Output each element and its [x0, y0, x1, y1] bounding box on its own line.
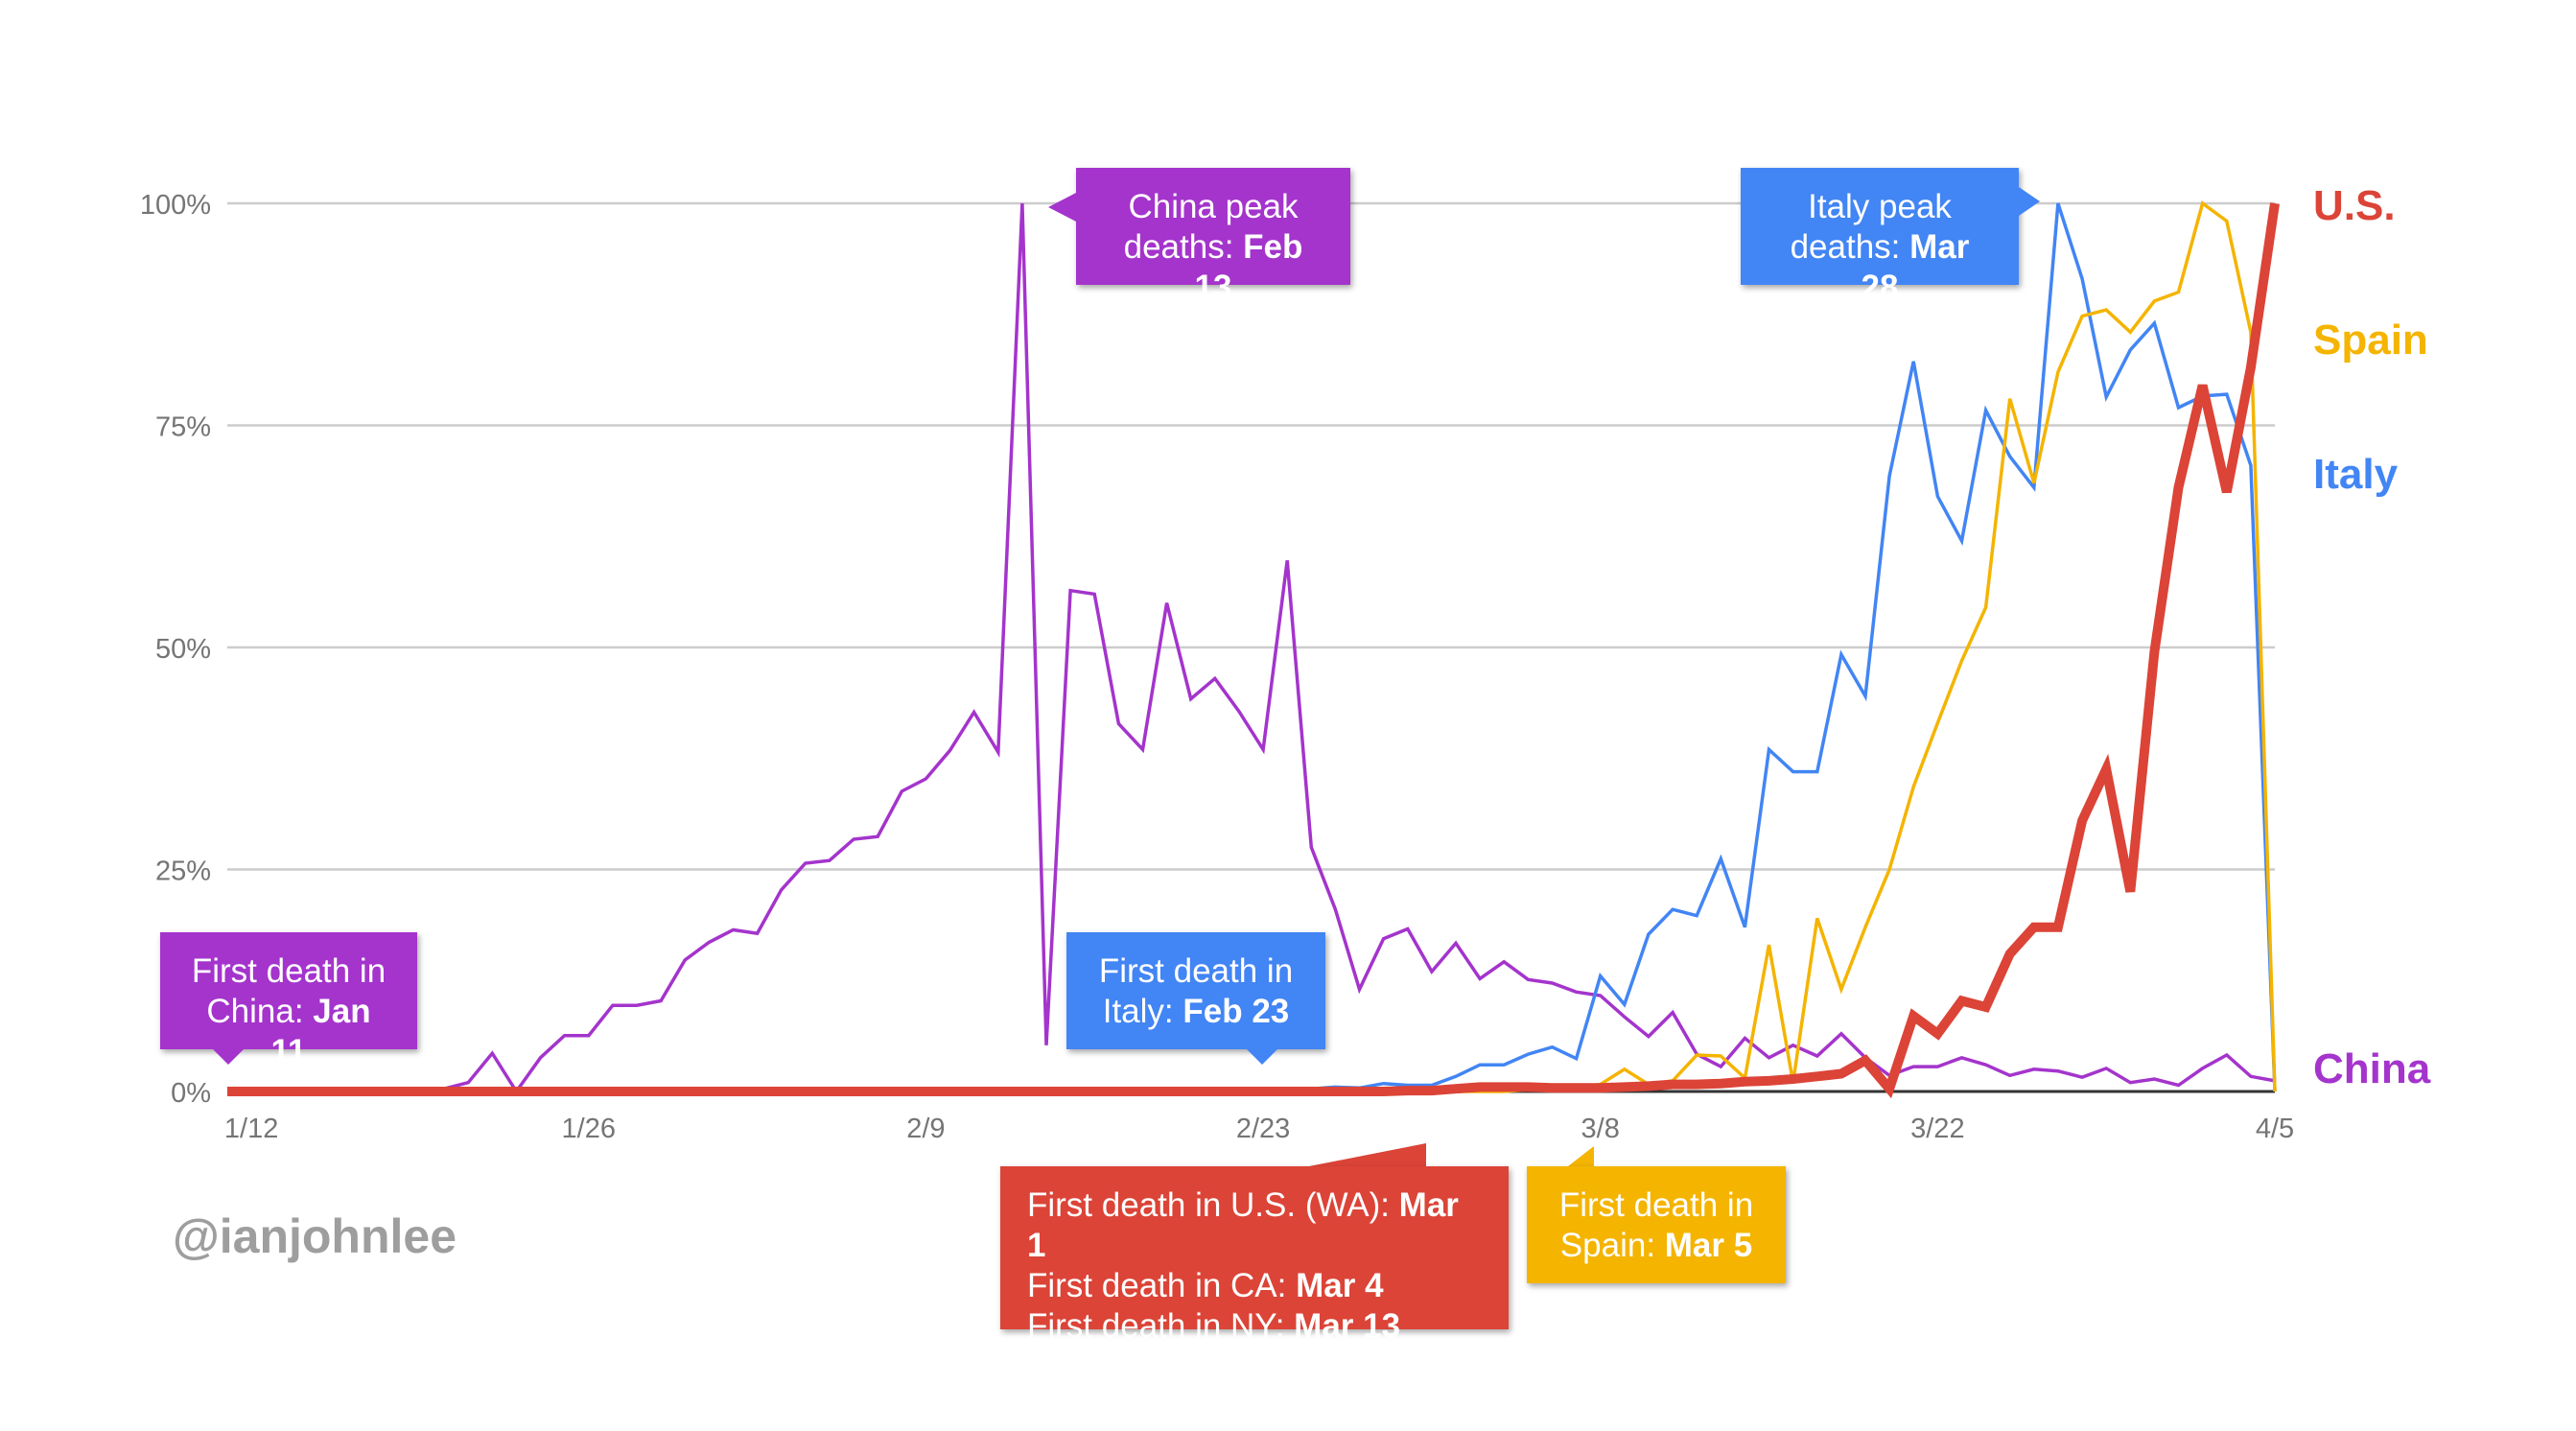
us-first-ca-label: First death in CA:	[1027, 1267, 1297, 1304]
us-first-ny-label: First death in NY:	[1027, 1307, 1295, 1345]
x-tick-label: 4/5	[2256, 1114, 2294, 1144]
china-first-tail	[213, 1049, 244, 1065]
x-tick-label: 2/23	[1236, 1114, 1290, 1144]
y-tick-label: 50%	[155, 634, 211, 665]
spain-first-tail	[1568, 1146, 1594, 1166]
italy-first-tail	[1247, 1049, 1277, 1065]
x-tick-label: 1/12	[224, 1114, 278, 1144]
italy-first-date: Feb 23	[1183, 993, 1290, 1030]
italy-peak-label: deaths:	[1790, 228, 1910, 266]
x-tick-label: 1/26	[562, 1114, 616, 1144]
legend-us: U.S.	[2313, 182, 2396, 229]
series-line-us	[227, 202, 2280, 1099]
x-tick-label: 3/8	[1581, 1114, 1620, 1144]
y-tick-label: 75%	[155, 412, 211, 443]
china-first-label: China:	[206, 993, 314, 1030]
us-first-callout: First death in U.S. (WA): Mar 1 First de…	[1000, 1166, 1509, 1345]
china-peak-tail	[1048, 193, 1076, 222]
y-tick-label: 25%	[155, 856, 211, 887]
italy-peak-callout: Italy peak deaths: Mar 28	[1741, 168, 2019, 306]
us-first-wa-label: First death in U.S. (WA):	[1027, 1186, 1399, 1224]
spain-first-label: Spain:	[1559, 1227, 1665, 1264]
china-first-date: Jan 11	[270, 993, 371, 1070]
italy-peak-line1: Italy peak	[1808, 188, 1952, 225]
legend-italy: Italy	[2313, 451, 2399, 498]
y-tick-label: 100%	[140, 190, 211, 221]
spain-first-callout: First death in Spain: Mar 5	[1527, 1166, 1786, 1283]
china-first-line1: First death in	[191, 952, 386, 990]
legend-spain: Spain	[2313, 317, 2428, 364]
author-credit: @ianjohnlee	[173, 1209, 457, 1263]
china-peak-date: Feb 13	[1194, 228, 1303, 306]
us-first-ca-date: Mar 4	[1296, 1267, 1384, 1304]
italy-first-line1: First death in	[1098, 952, 1294, 990]
series-lines	[227, 200, 2280, 1099]
spain-first-line1: First death in	[1558, 1186, 1754, 1224]
china-first-callout: First death in China: Jan 11	[160, 932, 417, 1070]
us-first-wa-date: Mar 1	[1027, 1186, 1459, 1264]
x-axis-ticks: 1/12 1/26 2/9 2/23 3/8 3/22 4/5	[224, 1114, 2294, 1144]
china-peak-callout: China peak deaths: Feb 13	[1076, 168, 1350, 306]
italy-first-callout: First death in Italy: Feb 23	[1066, 932, 1325, 1049]
y-tick-label: 0%	[171, 1078, 211, 1109]
italy-peak-date: Mar 28	[1861, 228, 1970, 306]
us-first-ny-date: Mar 13	[1294, 1307, 1401, 1345]
x-tick-label: 2/9	[906, 1114, 945, 1144]
series-line-china	[227, 202, 2276, 1095]
italy-first-label: Italy:	[1102, 993, 1183, 1030]
italy-peak-tail	[2019, 187, 2040, 216]
spain-first-date: Mar 5	[1664, 1227, 1753, 1264]
y-axis-ticks: 0% 25% 50% 75% 100%	[140, 190, 211, 1109]
china-peak-line1: China peak	[1128, 188, 1299, 225]
x-tick-label: 3/22	[1910, 1114, 1964, 1144]
us-first-tail	[1309, 1143, 1426, 1166]
legend-china: China	[2313, 1045, 2431, 1092]
china-peak-label: deaths:	[1123, 228, 1244, 266]
